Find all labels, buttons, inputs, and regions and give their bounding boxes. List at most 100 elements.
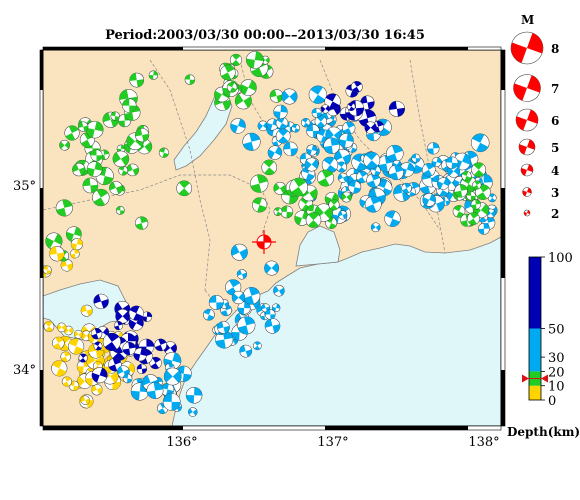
lon-label-137: 137° [317, 435, 348, 450]
event-beachball [356, 170, 369, 184]
event-beachball [236, 269, 248, 280]
magnitude-legend-label-6: 6 [551, 114, 559, 128]
event-beachball [271, 303, 281, 313]
event-beachball [78, 353, 88, 363]
event-beachball [470, 199, 482, 210]
event-beachball [422, 163, 436, 177]
ise-bay [295, 225, 341, 267]
depth-tick-label-20: 20 [548, 365, 565, 380]
event-beachball [135, 128, 150, 143]
event-beachball [230, 243, 248, 261]
depth-marker [522, 374, 548, 383]
event-beachball [93, 293, 109, 310]
map-title: Period:2003/03/30 00:00––2013/03/30 16:4… [105, 28, 425, 43]
event-beachball [246, 51, 264, 69]
magnitude-legend-label-3: 3 [551, 186, 559, 200]
event-beachball [252, 197, 268, 213]
event-beachball [128, 305, 144, 321]
event-beachball [59, 139, 70, 151]
depth-scale-title: Depth(km) [507, 425, 580, 439]
event-beachball [43, 321, 55, 332]
event-beachball [208, 295, 224, 310]
event-beachball [401, 182, 412, 194]
magnitude-legend-ball-5 [518, 138, 536, 156]
event-beachball [133, 347, 147, 362]
event-beachball [291, 123, 301, 133]
event-beachball [158, 147, 169, 158]
event-beachball [341, 191, 352, 203]
event-beachball [360, 95, 375, 110]
event-beachball [146, 382, 164, 400]
event-beachball [431, 157, 442, 168]
magnitude-legend-ball-4 [520, 163, 534, 177]
depth-tick-label-10: 10 [548, 380, 565, 395]
event-beachball [363, 151, 381, 169]
event-beachball [90, 149, 103, 162]
event-beachball [384, 210, 401, 227]
event-beachball [273, 207, 283, 216]
event-beachball [242, 287, 261, 305]
event-beachball [112, 150, 130, 168]
event-beachball [115, 308, 130, 324]
event-beachball [102, 332, 121, 351]
event-beachball [250, 174, 269, 193]
event-beachball [113, 321, 124, 331]
event-beachball [80, 304, 93, 317]
event-beachball [388, 164, 404, 181]
event-beachball [252, 341, 262, 351]
event-beachball [237, 301, 251, 315]
event-beachball [122, 373, 133, 384]
event-beachball [91, 367, 108, 384]
event-beachball [242, 132, 261, 151]
event-beachball [56, 322, 67, 333]
event-beachball [305, 212, 322, 228]
event-beachball [154, 338, 167, 352]
event-beachball [234, 92, 252, 110]
event-beachball [78, 121, 89, 132]
event-beachball [93, 341, 103, 351]
event-beachball [60, 259, 74, 272]
event-beachball [422, 193, 436, 207]
event-beachball [64, 125, 80, 141]
event-beachball [364, 121, 377, 134]
event-beachball [230, 118, 246, 134]
event-beachball [43, 265, 52, 275]
event-beachball [110, 111, 120, 121]
event-beachball [162, 393, 181, 411]
frame-bars [39, 46, 506, 431]
lon-label-138: 138° [468, 435, 499, 450]
highlight-event-marker [252, 230, 276, 254]
event-beachball [437, 177, 450, 190]
event-beachball [317, 169, 335, 187]
event-beachball [452, 205, 466, 218]
event-beachball [445, 156, 459, 169]
event-beachball [364, 195, 382, 213]
event-beachball [470, 133, 490, 153]
event-beachball [184, 74, 196, 85]
event-beachball [115, 206, 125, 215]
event-beachball [91, 384, 103, 396]
event-beachball [240, 79, 257, 96]
lon-label-136: 136° [166, 435, 197, 450]
event-beachball [337, 172, 348, 183]
event-beachball [122, 98, 137, 113]
event-beachball [467, 212, 480, 225]
event-beachball [320, 104, 330, 114]
event-beachball [273, 104, 288, 120]
magnitude-legend-ball-7 [513, 74, 541, 102]
event-beachball [289, 177, 308, 197]
event-beachball [109, 181, 123, 195]
lake-biwa [173, 91, 233, 171]
event-beachball [203, 308, 215, 321]
event-beachball [411, 153, 421, 163]
depth-band-0-10 [529, 385, 541, 400]
event-beachball [80, 395, 90, 405]
event-beachball [471, 162, 487, 178]
depth-tick-label-100: 100 [548, 251, 573, 266]
event-beachball [283, 141, 298, 157]
event-beachball [304, 157, 319, 172]
event-beachball [388, 100, 405, 117]
event-beachball [342, 121, 356, 135]
